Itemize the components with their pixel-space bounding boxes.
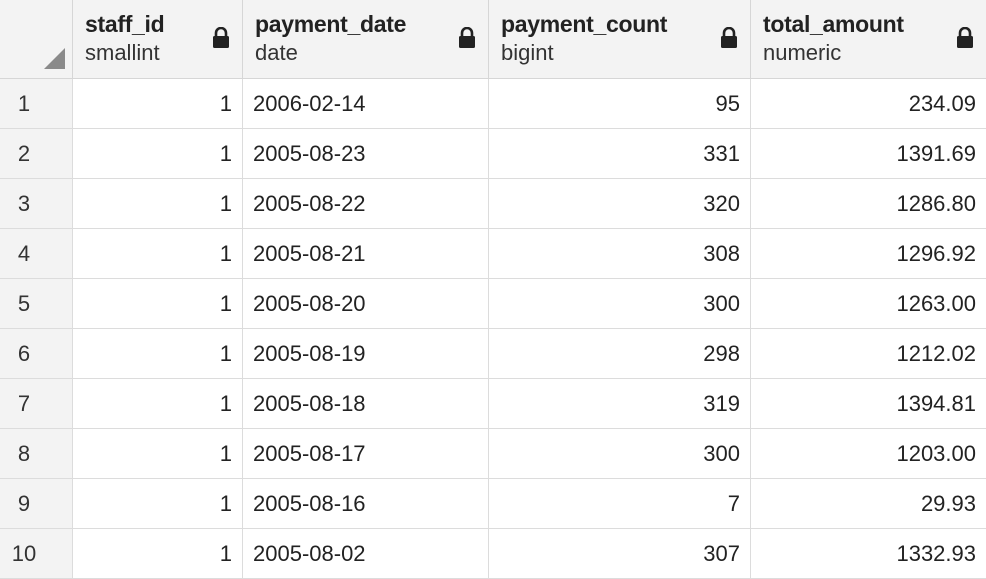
cell-staff-id[interactable]: 1 bbox=[73, 79, 243, 128]
cell-payment-date[interactable]: 2005-08-18 bbox=[243, 379, 489, 428]
cell-total-amount[interactable]: 1296.92 bbox=[896, 241, 976, 266]
cell-staff-id[interactable]: 1 bbox=[73, 129, 243, 178]
cell-staff-id[interactable]: 1 bbox=[73, 429, 243, 478]
row-number[interactable]: 9 bbox=[0, 479, 73, 528]
grid-header: staff_id smallint payment_date date paym… bbox=[0, 0, 986, 79]
cell-payment-count[interactable]: 331 bbox=[489, 129, 751, 178]
corner-triangle-icon bbox=[44, 48, 65, 69]
cell-payment-date[interactable]: 2005-08-23 bbox=[243, 129, 489, 178]
column-type: smallint bbox=[85, 40, 160, 65]
select-all-corner[interactable] bbox=[0, 0, 73, 78]
row-number[interactable]: 2 bbox=[0, 129, 73, 178]
cell-total-amount[interactable]: 1391.69 bbox=[896, 141, 976, 166]
column-header-payment-date[interactable]: payment_date date bbox=[243, 0, 489, 78]
row-number[interactable]: 5 bbox=[0, 279, 73, 328]
cell-total-amount[interactable]: 29.93 bbox=[920, 491, 976, 516]
cell-payment-date[interactable]: 2005-08-19 bbox=[243, 329, 489, 378]
cell-payment-count[interactable]: 95 bbox=[489, 79, 751, 128]
lock-icon bbox=[213, 27, 229, 48]
column-type: bigint bbox=[501, 40, 554, 65]
table-row[interactable]: 1 1 2006-02-14 95 234.09 bbox=[0, 79, 986, 129]
cell-payment-count[interactable]: 319 bbox=[489, 379, 751, 428]
cell-total-amount[interactable]: 1212.02 bbox=[896, 341, 976, 366]
cell-payment-date[interactable]: 2005-08-02 bbox=[243, 529, 489, 578]
cell-payment-count[interactable]: 300 bbox=[489, 279, 751, 328]
column-type: date bbox=[255, 40, 298, 65]
table-row[interactable]: 5 1 2005-08-20 300 1263.00 bbox=[0, 279, 986, 329]
cell-payment-date[interactable]: 2005-08-17 bbox=[243, 429, 489, 478]
column-name: payment_date bbox=[255, 11, 407, 37]
table-row[interactable]: 7 1 2005-08-18 319 1394.81 bbox=[0, 379, 986, 429]
table-row[interactable]: 10 1 2005-08-02 307 1332.93 bbox=[0, 529, 986, 579]
cell-payment-count[interactable]: 300 bbox=[489, 429, 751, 478]
table-row[interactable]: 8 1 2005-08-17 300 1203.00 bbox=[0, 429, 986, 479]
cell-total-amount[interactable]: 1286.80 bbox=[896, 191, 976, 216]
column-header-total-amount[interactable]: total_amount numeric bbox=[751, 0, 986, 78]
table-row[interactable]: 4 1 2005-08-21 308 1296.92 bbox=[0, 229, 986, 279]
cell-total-amount[interactable]: 1332.93 bbox=[896, 541, 976, 566]
cell-total-amount[interactable]: 1263.00 bbox=[896, 291, 976, 316]
row-number[interactable]: 1 bbox=[0, 79, 73, 128]
column-name: total_amount bbox=[763, 11, 904, 37]
table-row[interactable]: 3 1 2005-08-22 320 1286.80 bbox=[0, 179, 986, 229]
table-row[interactable]: 6 1 2005-08-19 298 1212.02 bbox=[0, 329, 986, 379]
cell-staff-id[interactable]: 1 bbox=[73, 279, 243, 328]
row-number[interactable]: 6 bbox=[0, 329, 73, 378]
cell-payment-count[interactable]: 298 bbox=[489, 329, 751, 378]
cell-payment-date[interactable]: 2005-08-20 bbox=[243, 279, 489, 328]
cell-total-amount[interactable]: 234.09 bbox=[908, 91, 976, 116]
row-number[interactable]: 7 bbox=[0, 379, 73, 428]
cell-payment-count[interactable]: 320 bbox=[489, 179, 751, 228]
table-row[interactable]: 2 1 2005-08-23 331 1391.69 bbox=[0, 129, 986, 179]
row-number[interactable]: 3 bbox=[0, 179, 73, 228]
lock-icon bbox=[721, 27, 737, 48]
row-number[interactable]: 10 bbox=[0, 529, 73, 578]
column-name: staff_id bbox=[85, 11, 165, 37]
cell-total-amount[interactable]: 1203.00 bbox=[896, 441, 976, 466]
column-type: numeric bbox=[763, 40, 842, 65]
column-header-staff-id[interactable]: staff_id smallint bbox=[73, 0, 243, 78]
cell-payment-date[interactable]: 2005-08-22 bbox=[243, 179, 489, 228]
column-name: payment_count bbox=[501, 11, 668, 37]
cell-staff-id[interactable]: 1 bbox=[73, 529, 243, 578]
table-row[interactable]: 9 1 2005-08-16 7 29.93 bbox=[0, 479, 986, 529]
cell-staff-id[interactable]: 1 bbox=[73, 229, 243, 278]
cell-total-amount[interactable]: 1394.81 bbox=[896, 391, 976, 416]
cell-staff-id[interactable]: 1 bbox=[73, 329, 243, 378]
cell-staff-id[interactable]: 1 bbox=[73, 479, 243, 528]
cell-payment-count[interactable]: 308 bbox=[489, 229, 751, 278]
cell-payment-count[interactable]: 307 bbox=[489, 529, 751, 578]
cell-staff-id[interactable]: 1 bbox=[73, 179, 243, 228]
lock-icon bbox=[459, 27, 475, 48]
cell-payment-date[interactable]: 2005-08-21 bbox=[243, 229, 489, 278]
lock-icon bbox=[957, 27, 973, 48]
row-number[interactable]: 4 bbox=[0, 229, 73, 278]
cell-payment-date[interactable]: 2005-08-16 bbox=[243, 479, 489, 528]
cell-payment-count[interactable]: 7 bbox=[489, 479, 751, 528]
row-number[interactable]: 8 bbox=[0, 429, 73, 478]
cell-staff-id[interactable]: 1 bbox=[73, 379, 243, 428]
column-header-payment-count[interactable]: payment_count bigint bbox=[489, 0, 751, 78]
cell-payment-date[interactable]: 2006-02-14 bbox=[243, 79, 489, 128]
